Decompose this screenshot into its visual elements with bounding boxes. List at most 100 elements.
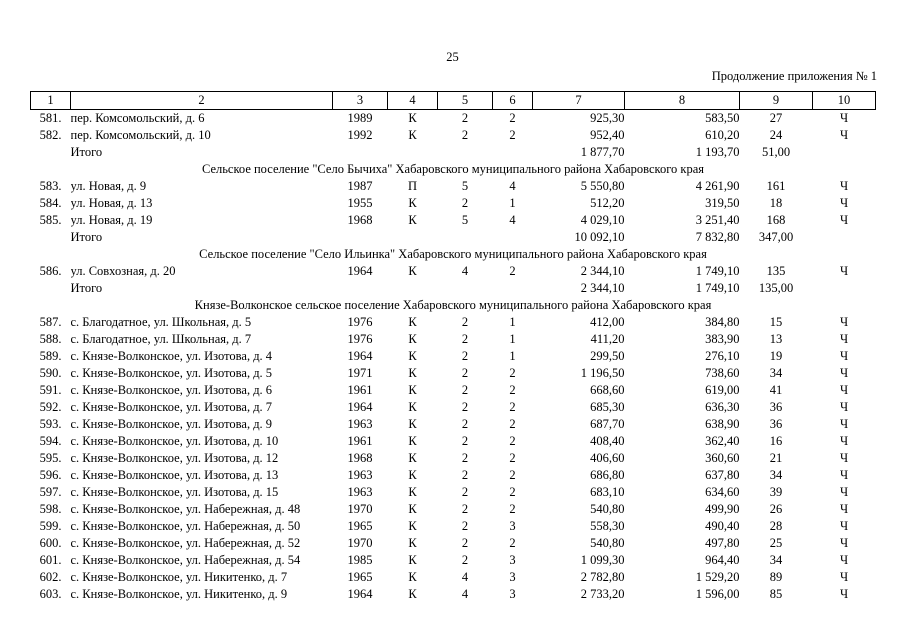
cell-material: К: [408, 434, 417, 448]
cell-material: [388, 144, 438, 161]
total-living-area: 1 193,70: [695, 145, 740, 159]
cell-entrances: 2: [509, 400, 516, 414]
cell-entrances: [493, 280, 533, 297]
cell-address: с. Князе-Волконское, ул. Набережная, д. …: [70, 502, 301, 516]
cell-material: [388, 229, 438, 246]
cell-year: 1968: [347, 451, 373, 465]
cell-year: 1976: [347, 332, 373, 346]
cell-living-area: 738,60: [705, 366, 740, 380]
table-row: 582. пер. Комсомольский, д. 10 1992 К 2 2 952,…: [31, 127, 876, 144]
table-row: 603. с. Князе-Волконское, ул. Никитенко, …: [31, 586, 876, 603]
cell-year: 1963: [347, 468, 373, 482]
cell-ownership: Ч: [839, 451, 849, 465]
cell-living-area: 4 261,90: [695, 179, 740, 193]
total-label: Итого: [70, 145, 103, 159]
cell-entrances: 4: [509, 213, 516, 227]
total-residents: 51,00: [761, 145, 791, 159]
section-header-row: Сельское поселение "Село Ильинка" Хабаро…: [31, 246, 876, 263]
cell-year: 1968: [347, 213, 373, 227]
cell-ownership: Ч: [839, 213, 849, 227]
cell-year: 1989: [347, 111, 373, 125]
cell-floors: 2: [461, 451, 469, 465]
cell-material: К: [408, 196, 417, 210]
cell-entrances: 2: [509, 383, 516, 397]
section-title: Сельское поселение "Село Бычиха" Хабаров…: [201, 162, 705, 176]
cell-year: 1964: [347, 587, 373, 601]
cell-ownership: Ч: [839, 519, 849, 533]
cell-num: 595.: [39, 451, 62, 465]
column-header-1: 1: [30, 91, 71, 110]
cell-address: с. Благодатное, ул. Школьная, д. 7: [70, 332, 252, 346]
cell-year: 1964: [347, 400, 373, 414]
cell-num: 602.: [39, 570, 62, 584]
cell-living-area: 276,10: [705, 349, 740, 363]
cell-ownership: Ч: [839, 264, 849, 278]
cell-living-area: 619,00: [705, 383, 740, 397]
cell-year: 1963: [347, 417, 373, 431]
cell-total-area: 2 782,80: [580, 570, 625, 584]
cell-material: К: [408, 587, 417, 601]
cell-num: 598.: [39, 502, 62, 516]
cell-residents: 89: [769, 570, 783, 584]
cell-material: К: [408, 417, 417, 431]
cell-ownership: Ч: [839, 587, 849, 601]
total-label: Итого: [70, 230, 103, 244]
cell-ownership: Ч: [839, 502, 849, 516]
total-row: Итого 2 344,10 1 749,10 135,00: [31, 280, 876, 297]
cell-num: 591.: [39, 383, 62, 397]
cell-num: 596.: [39, 468, 62, 482]
cell-ownership: Ч: [839, 468, 849, 482]
cell-floors: 2: [461, 434, 469, 448]
cell-year: 1965: [347, 570, 373, 584]
cell-entrances: 1: [509, 196, 516, 210]
cell-floors: 2: [461, 553, 469, 567]
column-header-4: 4: [387, 91, 438, 110]
cell-total-area: 558,30: [590, 519, 625, 533]
cell-floors: 2: [461, 400, 469, 414]
cell-material: К: [408, 468, 417, 482]
cell-material: К: [408, 349, 417, 363]
cell-address: с. Князе-Волконское, ул. Изотова, д. 9: [70, 417, 273, 431]
cell-floors: 4: [461, 264, 469, 278]
cell-material: К: [408, 383, 417, 397]
cell-address: с. Князе-Волконское, ул. Изотова, д. 6: [70, 383, 273, 397]
cell-ownership: Ч: [839, 383, 849, 397]
cell-address: с. Благодатное, ул. Школьная, д. 5: [70, 315, 252, 329]
cell-num: 586.: [39, 264, 62, 278]
cell-residents: 18: [769, 196, 783, 210]
cell-num: [31, 280, 71, 297]
cell-entrances: 3: [509, 570, 516, 584]
cell-address: с. Князе-Волконское, ул. Изотова, д. 15: [70, 485, 279, 499]
cell-total-area: 668,60: [590, 383, 625, 397]
cell-year: 1955: [347, 196, 373, 210]
cell-total-area: 1 196,50: [580, 366, 625, 380]
cell-floors: 2: [461, 468, 469, 482]
cell-living-area: 384,80: [705, 315, 740, 329]
cell-residents: 85: [769, 587, 783, 601]
cell-address: пер. Комсомольский, д. 6: [70, 111, 205, 125]
cell-entrances: [493, 144, 533, 161]
cell-ownership: Ч: [839, 196, 849, 210]
cell-address: с. Князе-Волконское, ул. Изотова, д. 13: [70, 468, 279, 482]
cell-year: 1964: [347, 349, 373, 363]
page-number: 25: [446, 50, 459, 64]
cell-entrances: 2: [509, 264, 516, 278]
cell-floors: [438, 280, 493, 297]
column-header-7: 7: [532, 91, 625, 110]
cell-living-area: 583,50: [705, 111, 740, 125]
cell-floors: 4: [461, 587, 469, 601]
table-row: 589. с. Князе-Волконское, ул. Изотова, д.…: [31, 348, 876, 365]
cell-total-area: 685,30: [590, 400, 625, 414]
cell-num: 599.: [39, 519, 62, 533]
cell-year: 1971: [347, 366, 373, 380]
cell-num: [31, 229, 71, 246]
total-area: 1 877,70: [580, 145, 625, 159]
cell-residents: 28: [769, 519, 783, 533]
cell-entrances: [493, 229, 533, 246]
cell-num: 582.: [39, 128, 62, 142]
cell-entrances: 3: [509, 587, 516, 601]
cell-entrances: 2: [509, 468, 516, 482]
table-row: 587. с. Благодатное, ул. Школьная, д. 5 19…: [31, 314, 876, 331]
total-area: 10 092,10: [574, 230, 625, 244]
cell-year: 1985: [347, 553, 373, 567]
